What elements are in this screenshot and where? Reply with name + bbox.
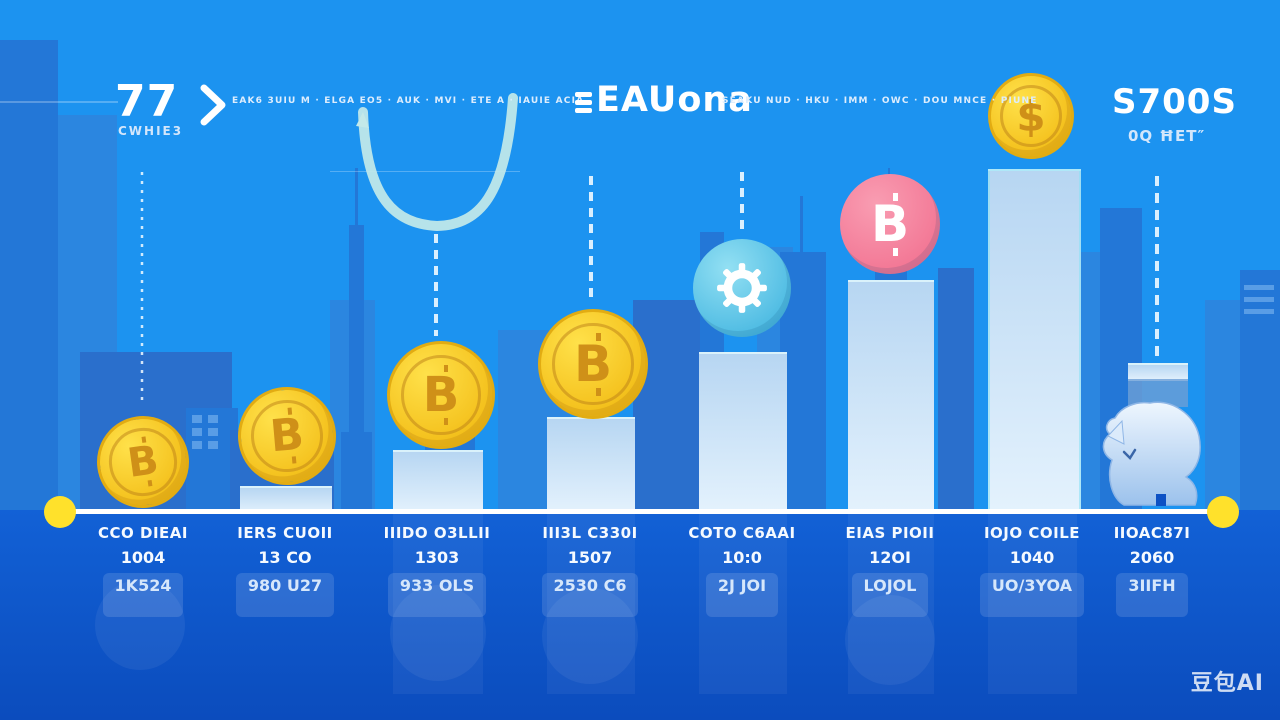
column-value: 2060 bbox=[1129, 548, 1175, 567]
stat-right-caption: 0Q ĦET″ bbox=[1128, 127, 1206, 145]
column-label: CCO DIEAI bbox=[98, 524, 188, 542]
tower-spire bbox=[355, 168, 358, 228]
hairline bbox=[0, 101, 118, 103]
swoosh-arc bbox=[358, 93, 518, 232]
building bbox=[1100, 208, 1142, 510]
timeline-column-1: CCO DIEAI 1004 1K524 bbox=[63, 524, 223, 617]
bitcoin-icon: B bbox=[124, 437, 162, 487]
building bbox=[633, 300, 703, 510]
timeline-column-8: IIOAC87I 2060 3IIFH bbox=[1072, 524, 1232, 617]
building bbox=[0, 40, 58, 510]
dollar-coin: $ bbox=[988, 73, 1074, 159]
stat-right-value: S700S bbox=[1112, 82, 1237, 122]
timeline-column-7: IOJO COILE 1040 UO/3YOA bbox=[952, 524, 1112, 617]
timeline-column-4: III3L C330I 1507 2530 C6 bbox=[510, 524, 670, 617]
building bbox=[186, 408, 238, 510]
menu-icon bbox=[575, 92, 592, 116]
bar-reflection bbox=[848, 514, 934, 694]
timeline-axis bbox=[58, 509, 1223, 514]
timeline-column-2: IERS CUOII 13 CO 980 U27 bbox=[205, 524, 365, 617]
watermark: 豆包AI bbox=[1190, 671, 1264, 696]
coin-reflection bbox=[95, 580, 185, 670]
column-label: IIIDO O3LLII bbox=[383, 524, 491, 542]
column-value: 1507 bbox=[567, 548, 613, 567]
hairline bbox=[330, 171, 520, 172]
column-value: 1303 bbox=[414, 548, 460, 567]
timeline-start-dot bbox=[44, 496, 76, 528]
bitcoin-coin-4: B bbox=[538, 309, 648, 419]
building bbox=[1240, 270, 1280, 510]
bar-8-pedestal bbox=[1128, 379, 1188, 407]
ticker-left: EAK6 3UIU M · ELGA EO5 · AUK · MVI · ETE… bbox=[232, 96, 585, 106]
timeline-column-3: IIIDO O3LLII 1303 933 OLS bbox=[357, 524, 517, 617]
bar-3 bbox=[393, 450, 483, 514]
coin-reflection bbox=[845, 595, 935, 685]
bar-7 bbox=[988, 169, 1081, 514]
antenna bbox=[800, 196, 803, 252]
column-value: 12OI bbox=[869, 548, 911, 567]
bitcoin-icon: B bbox=[268, 408, 306, 463]
column-value: 13 CO bbox=[258, 548, 312, 567]
bar-reflection bbox=[393, 514, 483, 694]
bitcoin-icon: B bbox=[573, 332, 613, 396]
column-sub: 3IIFH bbox=[1116, 573, 1188, 617]
bar-reflection bbox=[988, 514, 1077, 694]
bar-6 bbox=[848, 280, 934, 514]
bitcoin-coin-3: B bbox=[387, 341, 495, 449]
column-label: EIAS PIOII bbox=[845, 524, 935, 542]
bar-8-cap bbox=[1128, 363, 1188, 381]
building bbox=[938, 268, 974, 510]
ticker-right: SEAKU NUD · HKU · IMM · OWC · DOU MNCE ·… bbox=[722, 96, 1038, 106]
column-value: 1040 bbox=[1009, 548, 1055, 567]
column-value: 1004 bbox=[120, 548, 166, 567]
bar-reflection bbox=[699, 514, 787, 694]
gear-circle bbox=[693, 239, 791, 337]
timeline-column-6: EIAS PIOII 12OI LOJOL bbox=[810, 524, 970, 617]
timeline-end-dot bbox=[1207, 496, 1239, 528]
column-sub: LOJOL bbox=[851, 573, 929, 617]
stat-left-caption: CWHIE3 bbox=[118, 124, 184, 138]
column-sub: 2J JOI bbox=[705, 573, 779, 617]
tower-base bbox=[341, 432, 372, 510]
column-label: IERS CUOII bbox=[237, 524, 333, 542]
timeline-column-5: COTO C6AAI 10:0 2J JOI bbox=[662, 524, 822, 617]
column-sub: 933 OLS bbox=[387, 573, 487, 617]
bar-5 bbox=[699, 352, 787, 514]
page-title: EAUona bbox=[596, 80, 753, 120]
bar-4 bbox=[547, 417, 635, 514]
bar-reflection bbox=[547, 514, 635, 694]
column-sub: 980 U27 bbox=[235, 573, 335, 617]
coin-reflection bbox=[542, 588, 638, 684]
column-label: COTO C6AAI bbox=[688, 524, 796, 542]
stat-left-value: 77 bbox=[115, 76, 179, 127]
gear-icon bbox=[717, 263, 767, 313]
elephant-leg-gap bbox=[1156, 494, 1166, 506]
arc-arrowhead bbox=[356, 112, 369, 128]
column-label: III3L C330I bbox=[542, 524, 638, 542]
bitcoin-icon: B bbox=[870, 192, 910, 256]
column-label: IIOAC87I bbox=[1113, 524, 1191, 542]
bitcoin-icon: B bbox=[422, 364, 460, 426]
column-sub: UO/3YOA bbox=[979, 573, 1085, 617]
column-sub: 2530 C6 bbox=[541, 573, 639, 617]
floor bbox=[0, 510, 1280, 720]
column-value: 10:0 bbox=[722, 548, 762, 567]
bitcoin-pink-circle: B bbox=[840, 174, 940, 274]
coin-reflection bbox=[390, 585, 486, 681]
chevron-right-icon bbox=[200, 84, 226, 126]
column-sub: 1K524 bbox=[102, 573, 184, 617]
column-label: IOJO COILE bbox=[983, 524, 1081, 542]
